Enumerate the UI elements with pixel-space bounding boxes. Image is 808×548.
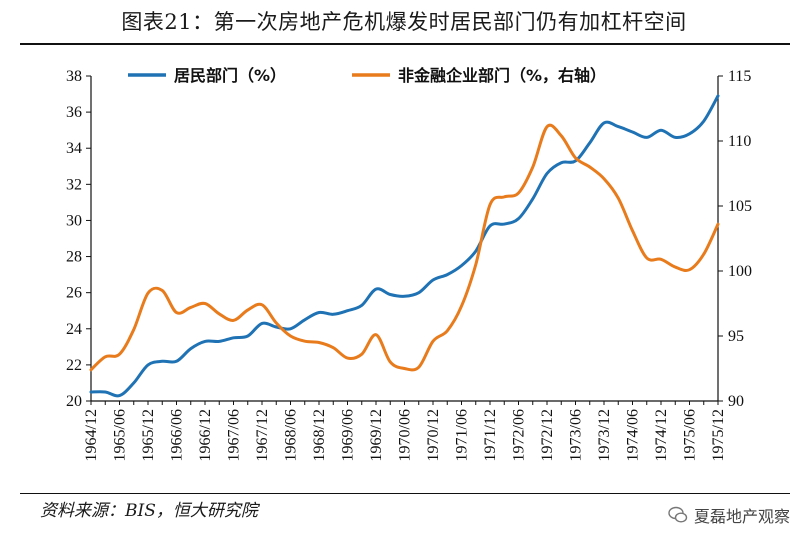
x-tick-label: 1974/12 xyxy=(653,409,670,461)
x-tick-label: 1970/12 xyxy=(425,409,442,461)
x-tick-label: 1973/12 xyxy=(596,409,613,461)
x-tick-label: 1974/06 xyxy=(625,409,642,461)
x-tick-label: 1971/06 xyxy=(454,409,471,461)
x-tick-label: 1967/06 xyxy=(226,409,243,461)
x-tick-label: 1972/12 xyxy=(539,409,556,461)
x-tick-label: 1969/06 xyxy=(340,409,357,461)
x-tick-label: 1964/12 xyxy=(83,409,100,461)
x-tick-label: 1968/12 xyxy=(311,409,328,461)
left-tick-label: 28 xyxy=(66,249,82,266)
series-layer xyxy=(89,94,720,398)
x-tick-label: 1966/12 xyxy=(197,409,214,461)
x-tick-label: 1973/06 xyxy=(568,409,585,461)
x-tick-label: 1968/06 xyxy=(283,409,300,461)
chart-axes: 20 22 24 26 28 30 32 34 36 38 90 95 100 105 110 115 1964… xyxy=(66,68,752,461)
title-rule xyxy=(20,43,790,45)
line-chart: 20 22 24 26 28 30 32 34 36 38 90 95 100 105 110 115 1964… xyxy=(66,66,752,461)
left-tick-label: 32 xyxy=(66,176,82,193)
x-tick-label: 1971/12 xyxy=(482,409,499,461)
x-tick-label: 1975/12 xyxy=(710,409,727,461)
series-line-1 xyxy=(89,94,720,398)
chart-title: 图表21：第一次房地产危机爆发时居民部门仍有加杠杆空间 xyxy=(121,10,687,34)
left-tick-label: 20 xyxy=(66,393,82,410)
left-tick-label: 24 xyxy=(66,321,82,338)
x-tick-label: 1969/12 xyxy=(368,409,385,461)
right-tick-label: 90 xyxy=(728,393,744,410)
x-tick-label: 1966/06 xyxy=(169,409,186,461)
x-tick-label: 1965/06 xyxy=(112,409,129,461)
left-tick-label: 36 xyxy=(66,104,82,121)
chart-legend: 居民部门（%） 非金融企业部门（%，右轴） xyxy=(128,66,606,85)
left-tick-label: 34 xyxy=(66,140,82,157)
right-tick-label: 105 xyxy=(728,198,752,215)
left-tick-label: 26 xyxy=(66,285,82,302)
legend-label-series2: 非金融企业部门（%，右轴） xyxy=(398,66,606,85)
x-tick-label: 1975/06 xyxy=(682,409,699,461)
x-tick-label: 1967/12 xyxy=(254,409,271,461)
legend-label-series1: 居民部门（%） xyxy=(174,66,286,85)
right-tick-label: 115 xyxy=(728,68,751,85)
right-tick-label: 110 xyxy=(728,133,751,150)
source-note: 资料来源：BIS，恒大研究院 xyxy=(40,501,258,521)
right-tick-label: 100 xyxy=(728,263,752,280)
x-tick-label: 1972/06 xyxy=(511,409,528,461)
x-tick-label: 1970/06 xyxy=(397,409,414,461)
left-tick-label: 22 xyxy=(66,357,82,374)
footer-rule xyxy=(20,493,790,494)
x-tick-label: 1965/12 xyxy=(140,409,157,461)
left-tick-label: 30 xyxy=(66,212,82,229)
left-tick-label: 38 xyxy=(66,68,82,85)
right-tick-label: 95 xyxy=(728,328,744,345)
series-line-2 xyxy=(89,123,720,372)
watermark-text: 夏磊地产观察 xyxy=(693,507,790,526)
watermark: 夏磊地产观察 xyxy=(668,503,790,527)
wechat-icon xyxy=(668,506,688,523)
